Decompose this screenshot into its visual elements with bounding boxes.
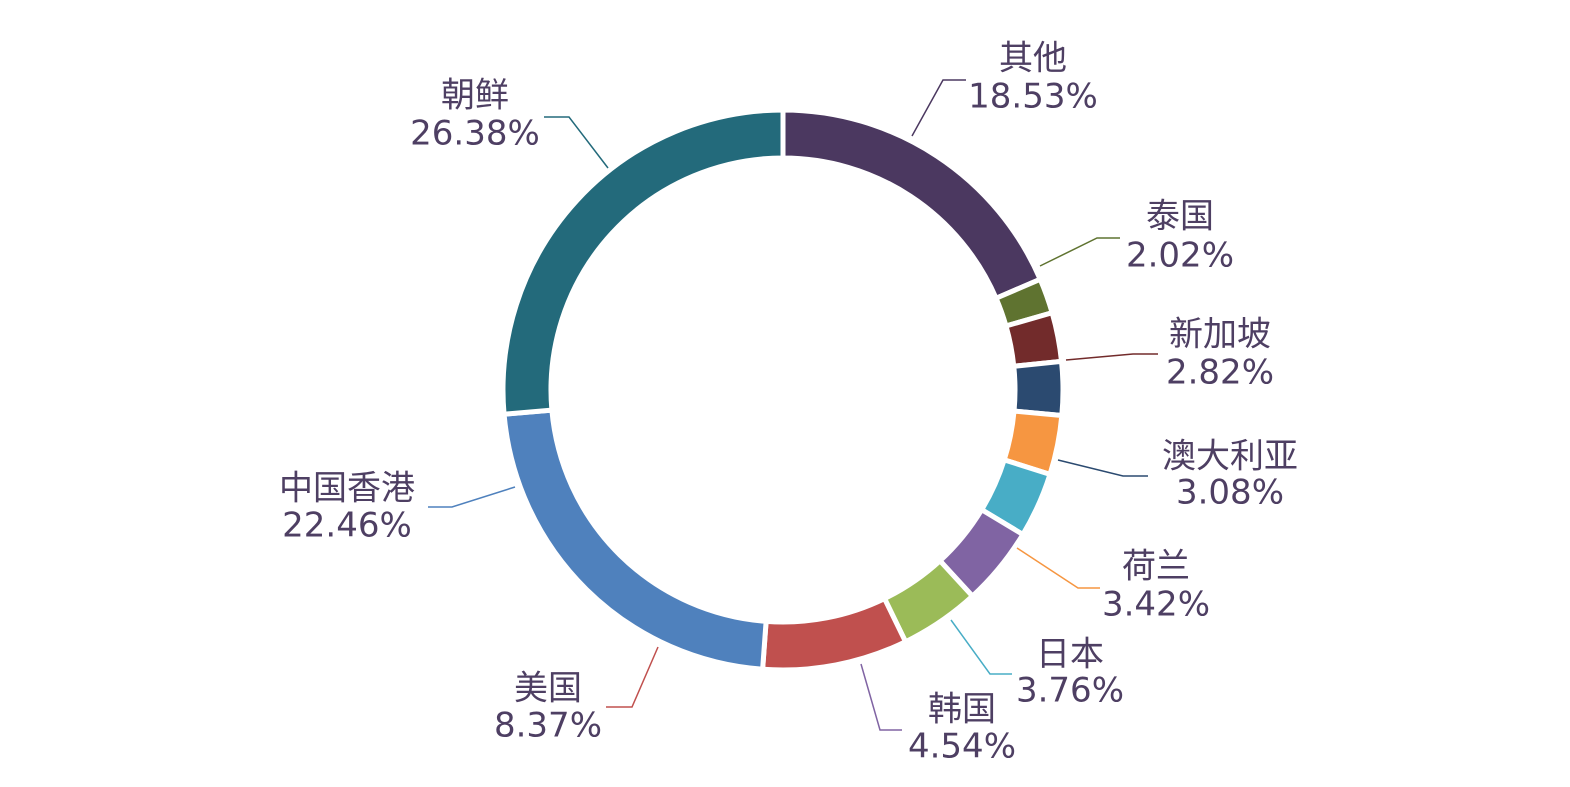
slice-value: 8.37% [494,706,602,746]
leader-line-10 [544,116,609,169]
slice-0 [780,107,1044,302]
slice-label: 新加坡 [1169,315,1271,355]
leader-lines [428,79,1158,731]
slice-8 [759,595,909,673]
slice-3 [1011,358,1066,419]
slice-label: 美国 [514,669,582,709]
slice-value: 3.76% [1016,671,1124,711]
slice-value: 4.54% [908,727,1016,767]
slice-value: 2.02% [1126,236,1234,276]
leader-line-4 [1016,547,1100,589]
slice-value: 18.53% [968,77,1098,117]
slice-label: 中国香港 [279,469,415,509]
leader-line-9 [428,486,516,508]
slice-value: 22.46% [282,506,412,546]
slice-label: 澳大利亚 [1162,437,1298,477]
slice-label: 荷兰 [1122,547,1190,587]
leader-line-5 [950,619,1012,675]
leader-line-1 [1039,237,1120,267]
leader-line-8 [606,646,659,708]
slice-label: 其他 [999,39,1067,79]
slice-label: 韩国 [928,690,996,730]
slice-value: 26.38% [410,114,540,154]
slice-label: 泰国 [1146,197,1214,237]
leader-line-6 [860,663,902,731]
chart-slices [500,107,1066,673]
slice-value: 3.08% [1176,473,1284,513]
slice-value: 2.82% [1166,353,1274,393]
leader-line-2 [1065,353,1158,361]
slice-label: 日本 [1036,635,1104,675]
slice-label: 朝鲜 [441,76,509,116]
leader-line-3 [1057,459,1148,477]
leader-line-0 [911,79,966,137]
slice-10 [500,107,786,417]
slice-value: 3.42% [1102,585,1210,625]
slice-9 [501,407,769,672]
